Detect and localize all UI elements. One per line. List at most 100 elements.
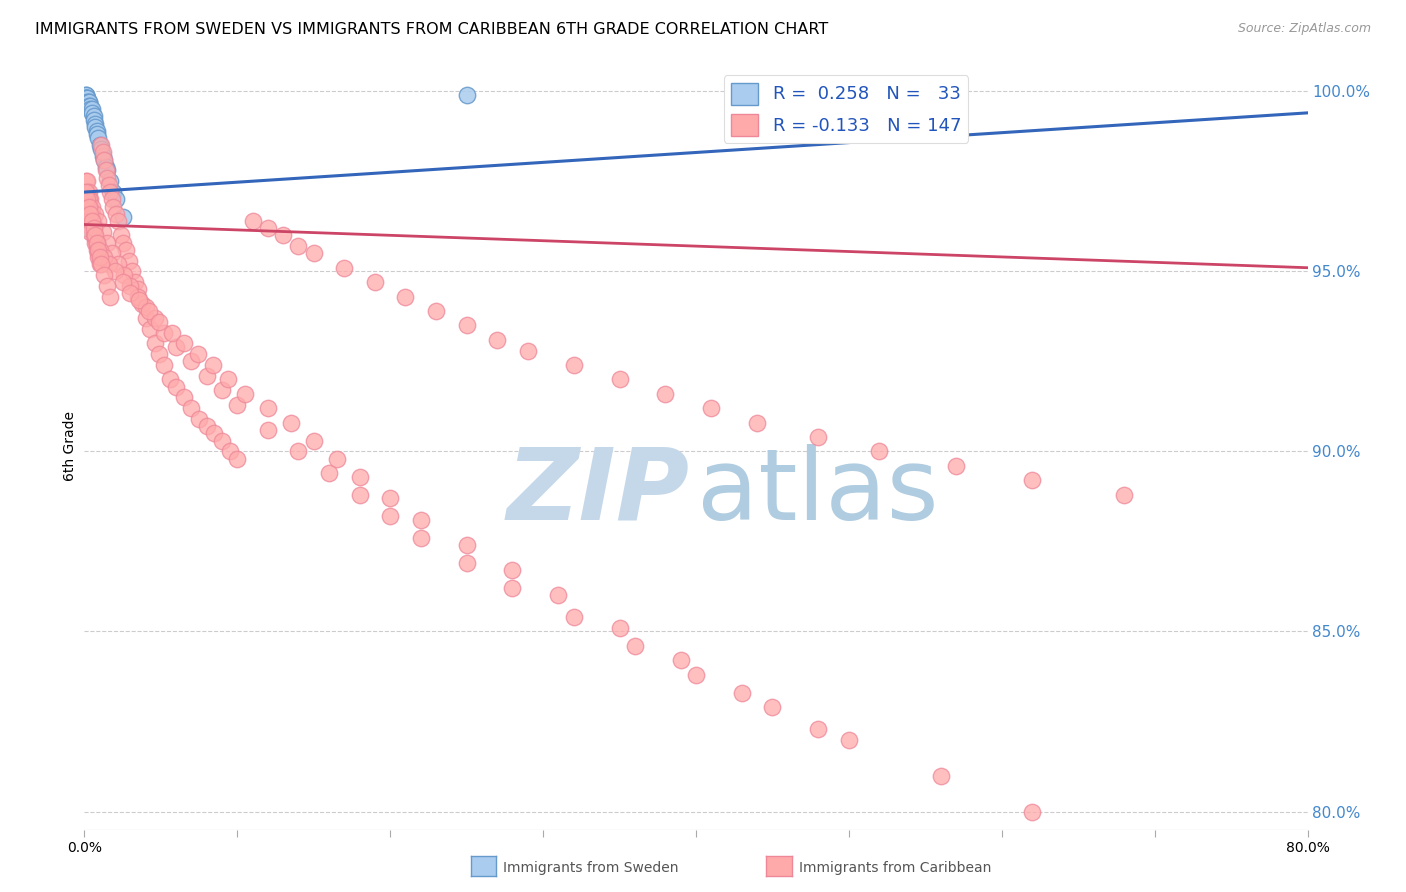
Point (349, 469, 371, 483)
Point (257, 401, 280, 416)
Point (945, 458, 967, 473)
Point (807, 722, 830, 736)
Point (86, 239, 108, 253)
Point (153, 326, 176, 340)
Point (409, 513, 432, 527)
Point (98, 174, 121, 188)
Point (349, 488, 371, 502)
Y-axis label: 6th Grade: 6th Grade (63, 411, 77, 481)
Point (195, 368, 218, 383)
Point (79, 192, 101, 206)
Point (77, 200, 100, 214)
Point (86, 124, 108, 138)
Point (80, 200, 103, 214)
Point (77, 185, 100, 199)
Point (79, 98, 101, 112)
Point (148, 347, 170, 361)
Point (456, 556, 478, 570)
Point (380, 491, 402, 506)
Point (138, 304, 160, 318)
Point (83, 110, 105, 124)
Point (84, 235, 107, 250)
Point (77, 95, 100, 109)
Point (685, 667, 707, 681)
Point (731, 686, 754, 700)
Point (107, 257, 129, 271)
Point (761, 700, 783, 714)
Point (89, 138, 111, 153)
Point (79, 225, 101, 239)
Point (77, 200, 100, 214)
Point (83, 113, 105, 128)
Point (91, 145, 114, 160)
Point (929, 768, 952, 782)
Point (89, 243, 111, 257)
Legend: R =  0.258   N =   33, R = -0.133   N = 147: R = 0.258 N = 33, R = -0.133 N = 147 (724, 75, 969, 143)
Point (91, 149, 114, 163)
Point (456, 87, 478, 102)
Point (143, 311, 166, 326)
Point (96, 235, 118, 250)
Point (380, 509, 402, 524)
Point (84, 207, 107, 221)
Point (609, 372, 631, 386)
Point (86, 235, 108, 250)
Point (75, 91, 97, 105)
Point (75, 91, 97, 105)
Point (79, 200, 101, 214)
Point (180, 401, 202, 416)
Point (83, 218, 105, 232)
Point (98, 185, 121, 199)
Point (188, 412, 211, 426)
Point (173, 336, 195, 351)
Point (114, 243, 136, 257)
Point (111, 211, 134, 225)
Point (80, 207, 103, 221)
Point (101, 192, 124, 206)
Point (271, 228, 294, 243)
Point (135, 301, 157, 315)
Point (502, 563, 524, 577)
Point (101, 246, 124, 260)
Point (211, 434, 233, 448)
Point (105, 192, 128, 206)
Point (83, 221, 105, 235)
Point (1114, 488, 1136, 502)
Point (135, 311, 157, 326)
Point (118, 253, 141, 268)
Point (103, 185, 125, 199)
Point (87, 214, 110, 228)
Point (87, 131, 110, 145)
Point (79, 207, 101, 221)
Point (165, 379, 187, 393)
Point (80, 102, 103, 116)
Point (143, 336, 166, 351)
Point (76, 192, 98, 206)
Point (121, 264, 143, 278)
Point (562, 610, 585, 624)
Point (77, 218, 100, 232)
Point (120, 278, 142, 293)
Text: Source: ZipAtlas.com: Source: ZipAtlas.com (1237, 22, 1371, 36)
Point (318, 466, 340, 480)
Point (93, 268, 115, 282)
Point (83, 225, 105, 239)
Point (257, 423, 280, 437)
Point (218, 444, 240, 458)
Point (173, 390, 195, 404)
Point (202, 426, 225, 441)
Point (112, 268, 135, 282)
Point (83, 228, 105, 243)
Point (747, 416, 769, 430)
Point (77, 95, 100, 109)
Point (103, 200, 125, 214)
Point (186, 347, 208, 361)
Point (93, 250, 115, 264)
Point (127, 289, 149, 303)
Point (86, 243, 108, 257)
Point (76, 91, 98, 105)
Point (211, 383, 233, 397)
Point (195, 419, 218, 434)
Point (111, 275, 134, 289)
Point (84, 120, 107, 135)
